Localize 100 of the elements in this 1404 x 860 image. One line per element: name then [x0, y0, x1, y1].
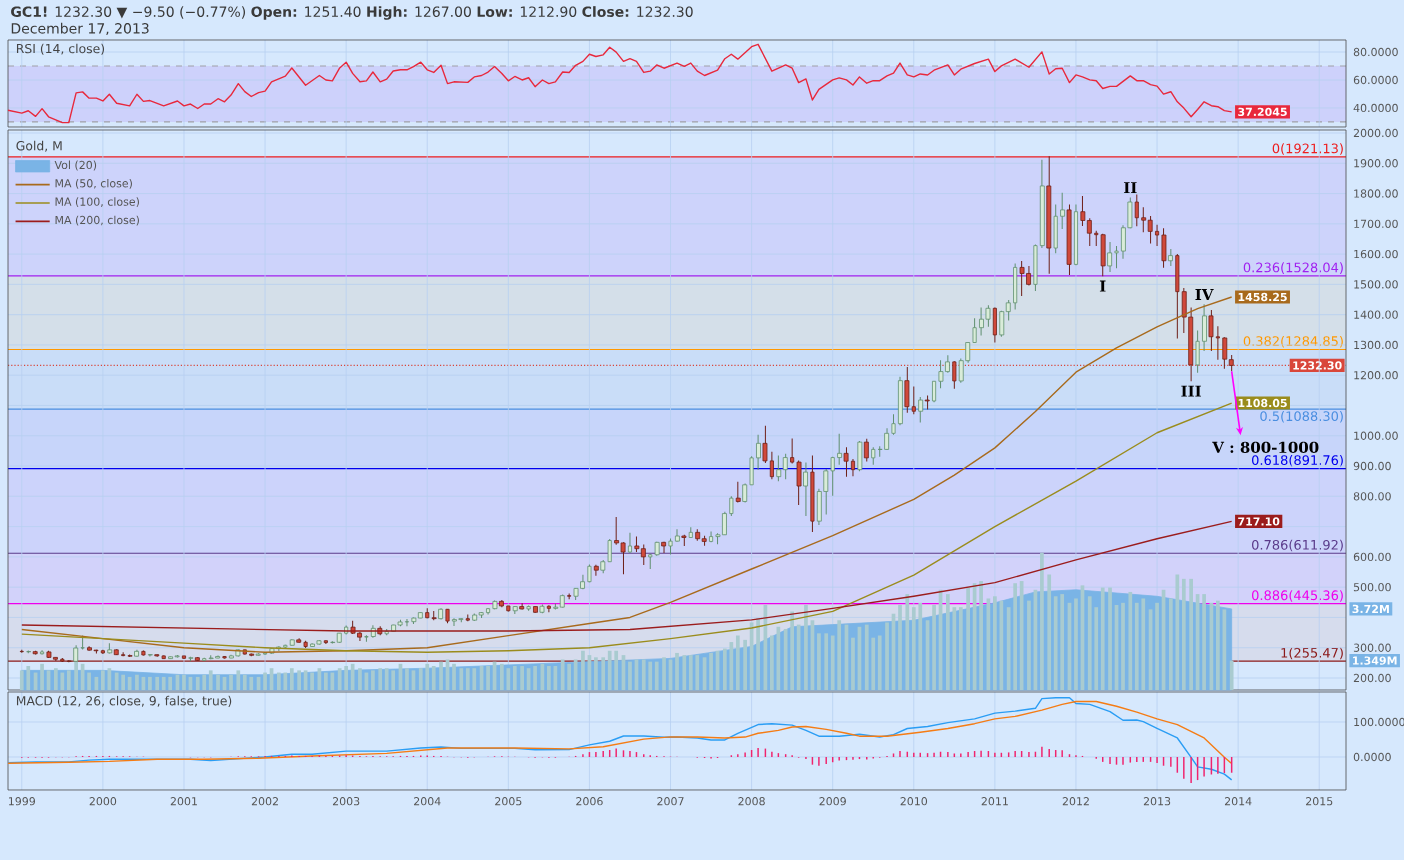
bar	[790, 611, 795, 690]
y2-tick-label: 3.72M	[1352, 604, 1389, 614]
bar	[66, 670, 71, 690]
x-tick-label: 2012	[1062, 797, 1089, 806]
bar	[830, 635, 835, 690]
text: Gold, M	[16, 140, 62, 152]
ref-line-label: 0.5(1088.30)	[1260, 411, 1343, 423]
bar	[1047, 574, 1052, 690]
candlestick	[762, 425, 768, 464]
bar	[40, 663, 44, 690]
bar	[405, 668, 409, 690]
candlestick	[1222, 336, 1228, 370]
candlestick	[546, 604, 551, 613]
y-tick-label: 1800.00	[1354, 189, 1398, 198]
annotation: III	[1181, 385, 1201, 397]
annotation: IV	[1195, 289, 1214, 300]
bar	[310, 672, 314, 690]
bar	[682, 655, 687, 690]
x-tick-label: 2002	[251, 797, 278, 806]
y2-tick-label: 1.349M	[1353, 656, 1397, 665]
chart-subtitle: December 17, 2013	[11, 22, 149, 36]
bar	[533, 666, 537, 690]
bar	[594, 657, 598, 690]
legend-label: MA (50, close)	[55, 178, 132, 189]
candlestick	[1107, 241, 1113, 273]
x-tick-label: 2011	[981, 797, 1008, 806]
bar	[722, 648, 727, 690]
bar	[53, 668, 58, 690]
annotation: RSI (14, close)	[16, 43, 105, 55]
candlestick	[1134, 193, 1139, 227]
bar	[263, 672, 267, 690]
bar	[1100, 587, 1105, 690]
candlestick	[1155, 224, 1160, 247]
candlestick	[837, 433, 843, 466]
y-tick-label: 1900.00	[1354, 159, 1398, 168]
candlestick	[911, 385, 916, 415]
y-tick-label: 2000.00	[1353, 128, 1398, 138]
y-tick-label: 200.00	[1353, 673, 1391, 683]
x-tick-label: 2008	[738, 797, 765, 806]
candlestick	[918, 396, 924, 423]
bar	[877, 635, 882, 690]
legend-label: Vol (20)	[54, 160, 97, 171]
bar	[1216, 600, 1220, 690]
candlestick	[972, 317, 977, 344]
x-tick-label: 2013	[1143, 797, 1171, 806]
x-tick-label: 2014	[1224, 797, 1252, 806]
bar	[885, 622, 889, 690]
bar	[135, 674, 139, 690]
bar	[148, 676, 152, 690]
candlestick	[674, 528, 680, 543]
x-tick-label: 2015	[1306, 797, 1333, 806]
bar	[195, 676, 200, 690]
y-tick-label: 60.0000	[1353, 75, 1398, 85]
bar	[425, 663, 430, 690]
bar	[864, 624, 869, 690]
candlestick	[999, 310, 1005, 338]
bar	[932, 605, 936, 690]
x-tick-label: 2001	[170, 797, 197, 806]
bar	[648, 661, 653, 690]
bar	[966, 587, 970, 690]
ref-line-label: 0.886(445.36)	[1252, 590, 1343, 602]
bar	[472, 668, 477, 690]
y-tick-label: 1200.00	[1354, 371, 1398, 380]
bar	[486, 666, 490, 690]
y-tick-label: 0.0000	[1353, 752, 1391, 762]
bar	[87, 672, 91, 690]
bar	[1060, 594, 1065, 690]
candlestick	[404, 618, 409, 627]
bar	[1087, 596, 1092, 690]
bar	[276, 672, 281, 690]
bar	[418, 668, 423, 690]
bar	[1013, 583, 1018, 690]
bar	[358, 668, 362, 690]
candlestick	[1208, 309, 1214, 352]
bar	[439, 661, 443, 690]
bar	[675, 652, 679, 690]
ref-line-label: 0.236(1528.04)	[1243, 262, 1343, 274]
x-tick-label: 2009	[819, 797, 846, 806]
candlestick	[756, 434, 761, 471]
ref-line-label: 1232.30	[1293, 361, 1342, 370]
bar	[1006, 607, 1011, 690]
candlestick	[661, 541, 667, 554]
bar	[324, 672, 328, 690]
candlestick	[850, 458, 855, 477]
bar	[735, 635, 740, 690]
x-tick-label: 2000	[89, 797, 117, 806]
candlestick	[1195, 329, 1200, 374]
candlestick	[891, 413, 896, 436]
y-tick-label: 900.00	[1353, 461, 1391, 471]
bar	[1168, 598, 1173, 690]
bar	[628, 661, 632, 690]
bar	[1189, 578, 1193, 690]
candlestick	[790, 437, 795, 465]
candlestick	[729, 495, 734, 517]
bar	[168, 676, 173, 690]
bar	[216, 674, 220, 690]
y-tick-label: 100.0000	[1354, 717, 1404, 727]
bar	[662, 657, 666, 690]
x-tick-label: 2010	[900, 797, 928, 806]
bar	[384, 668, 389, 690]
